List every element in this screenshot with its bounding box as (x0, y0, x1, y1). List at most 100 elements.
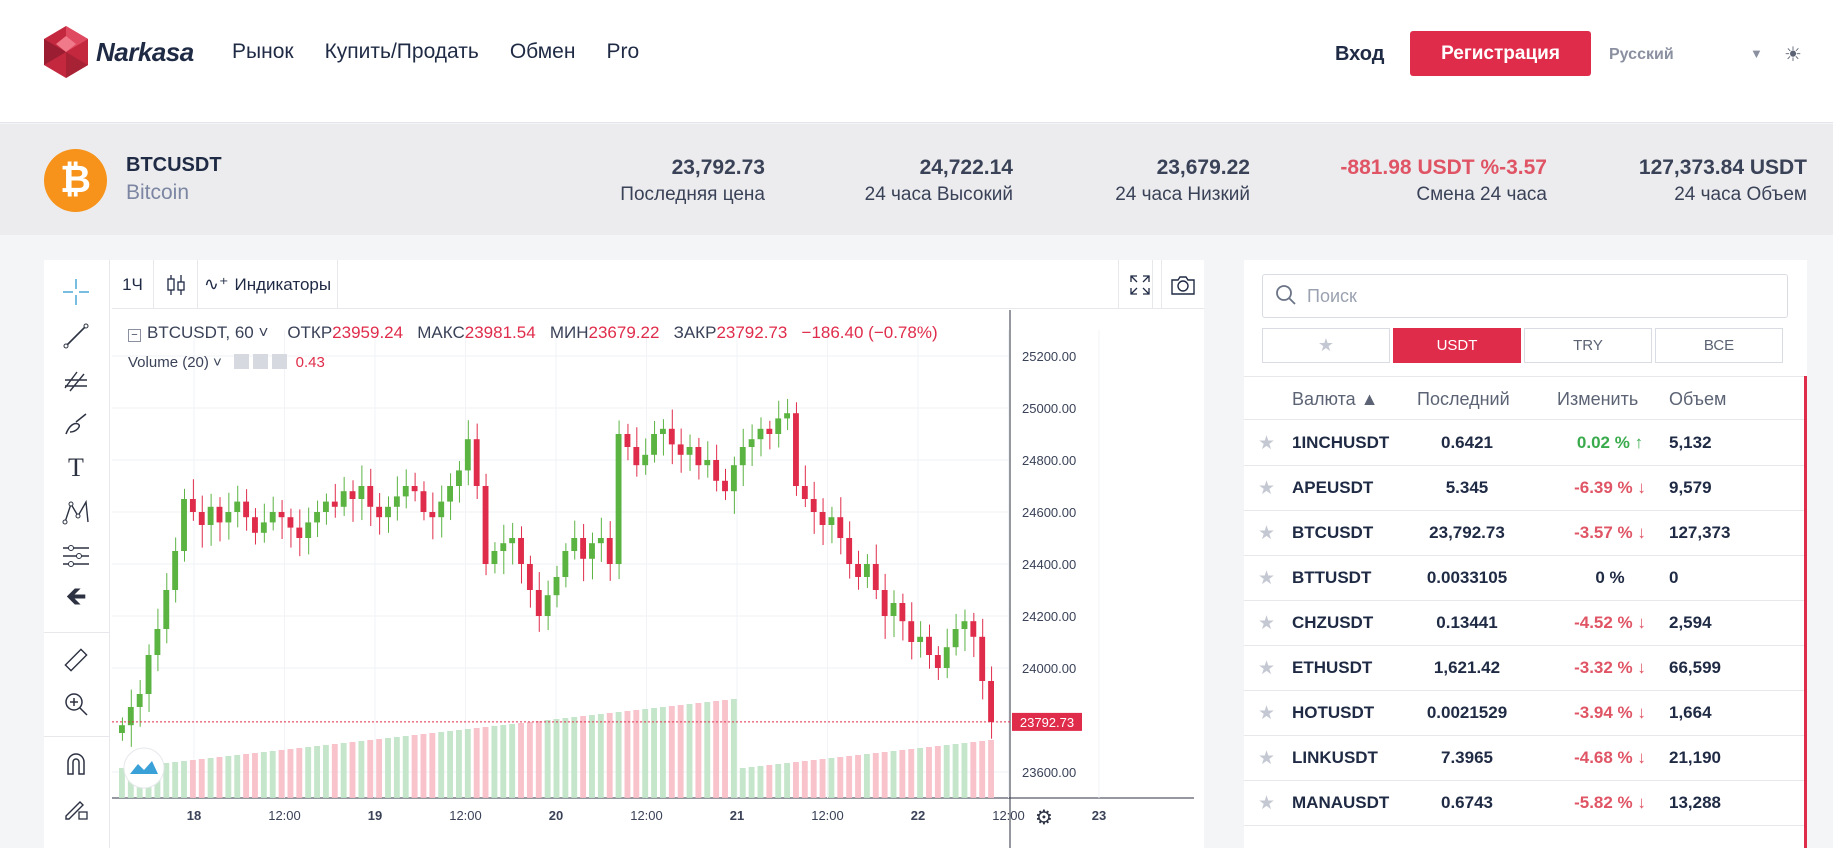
candle-body (624, 434, 631, 447)
star-icon[interactable]: ★ (1258, 523, 1276, 544)
candle-body (553, 577, 560, 596)
table-row[interactable]: ★ HOTUSDT 0.0021529 -3.94 % ↓ 1,664 (1244, 691, 1807, 736)
settings-icon[interactable] (253, 354, 269, 369)
lock-drawing-icon[interactable] (58, 790, 94, 826)
volume-bar (482, 727, 489, 798)
indicators-button[interactable]: ∿⁺ Индикаторы (198, 260, 338, 309)
tab-favorites[interactable]: ★ (1262, 328, 1390, 363)
pattern-icon[interactable] (58, 494, 94, 530)
legend-symbol[interactable]: BTCUSDT, 60 (147, 323, 254, 342)
header-volume[interactable]: Объем (1669, 389, 1727, 409)
candle-body (651, 434, 657, 455)
text-tool-icon[interactable]: T (68, 453, 84, 482)
candle-body (438, 501, 445, 518)
volume-bar (243, 754, 250, 798)
nav-pro[interactable]: Pro (606, 40, 640, 63)
star-icon[interactable]: ★ (1258, 568, 1276, 589)
trend-line-icon[interactable] (58, 318, 94, 354)
register-button[interactable]: Регистрация (1410, 31, 1591, 76)
logo[interactable]: Narkasa (42, 24, 194, 80)
row-symbol: BTCUSDT (1292, 523, 1374, 542)
volume-bar (775, 764, 782, 798)
time-tick-label: 22 (911, 808, 925, 823)
star-icon[interactable]: ★ (1258, 793, 1276, 814)
chevron-down-icon[interactable]: ▼ (1750, 46, 1763, 61)
star-icon[interactable]: ★ (1258, 433, 1276, 454)
eye-icon[interactable] (233, 354, 249, 369)
language-select[interactable]: Русский (1609, 46, 1674, 63)
header-last[interactable]: Последний (1417, 389, 1510, 409)
table-row[interactable]: ★ MANAUSDT 0.6743 -5.82 % ↓ 13,288 (1244, 781, 1807, 826)
table-row[interactable]: ★ BTCUSDT 23,792.73 -3.57 % ↓ 127,373 (1244, 511, 1807, 556)
table-row[interactable]: ★ ETHUSDT 1,621.42 -3.32 % ↓ 66,599 (1244, 646, 1807, 691)
volume-bar (615, 712, 622, 798)
volume-bar (181, 761, 187, 798)
top-header: Narkasa Рынок Купить/Продать Обмен Pro В… (0, 0, 1833, 123)
prediction-icon[interactable] (58, 538, 94, 574)
brush-icon[interactable] (58, 406, 94, 442)
table-row[interactable]: ★ 1INCHUSDT 0.6421 0.02 % ↑ 5,132 (1244, 421, 1807, 466)
candle-body (234, 501, 241, 512)
nav-exchange[interactable]: Обмен (509, 40, 576, 63)
nav-market[interactable]: Рынок (232, 40, 294, 63)
tab-usdt[interactable]: USDT (1393, 328, 1521, 363)
sun-icon[interactable]: ☀ (1784, 44, 1802, 66)
table-row[interactable]: ★ BTTUSDT 0.0033105 0 % 0 (1244, 556, 1807, 601)
row-last: 23,792.73 (1429, 523, 1505, 542)
volume-bar (722, 700, 728, 798)
time-tick-label: 12:00 (992, 808, 1025, 823)
volume-label[interactable]: Volume (20) (128, 354, 209, 371)
camera-icon[interactable] (1162, 260, 1204, 309)
price-chart[interactable]: 25200.00 25000.00 24800.00 24600.00 24400.00… (112, 310, 1194, 848)
volume-bar (943, 745, 950, 798)
star-icon[interactable]: ★ (1258, 748, 1276, 769)
search-input[interactable] (1307, 281, 1777, 311)
header-currency[interactable]: Валюта ▲ (1292, 389, 1379, 409)
interval-select[interactable]: 1Ч (112, 260, 154, 309)
logo-gem-icon (44, 26, 88, 78)
tab-all[interactable]: ВСЕ (1655, 328, 1783, 363)
volume-bar (881, 752, 888, 798)
crosshair-icon[interactable] (58, 274, 94, 310)
star-icon[interactable]: ★ (1258, 613, 1276, 634)
volume-value: 0.43 (295, 354, 325, 371)
star-icon[interactable]: ★ (1258, 658, 1276, 679)
price-tick-label: 24200.00 (1022, 609, 1076, 624)
row-last: 0.0033105 (1426, 568, 1508, 587)
time-tick-label: 12:00 (268, 808, 301, 823)
candle-body (846, 538, 853, 564)
volume-bar (367, 740, 374, 798)
candle-type-icon[interactable] (154, 260, 198, 309)
candle-body (748, 439, 755, 447)
fib-tool-icon[interactable] (58, 362, 94, 398)
scrollbar[interactable] (1804, 376, 1807, 848)
close-icon[interactable] (272, 354, 288, 369)
row-change: 0 % (1595, 568, 1625, 587)
chevron-down-icon[interactable]: ˅ (253, 323, 269, 342)
star-icon[interactable]: ★ (1258, 478, 1276, 499)
volume-bar (331, 744, 338, 798)
volume-bar (119, 768, 125, 798)
back-arrow-icon[interactable]: 🡸 (65, 581, 87, 611)
candle-body (934, 655, 941, 668)
magnet-icon[interactable] (58, 746, 94, 782)
star-icon[interactable]: ★ (1258, 703, 1276, 724)
chevron-down-icon[interactable]: ˅ (208, 354, 226, 371)
fullscreen-icon[interactable] (1118, 260, 1162, 309)
collapse-icon[interactable]: − (128, 329, 141, 342)
table-row[interactable]: ★ CHZUSDT 0.13441 -4.52 % ↓ 2,594 (1244, 601, 1807, 646)
candle-body (668, 428, 675, 445)
time-tick-label: 21 (730, 808, 744, 823)
table-row[interactable]: ★ LINKUSDT 7.3965 -4.68 % ↓ 21,190 (1244, 736, 1807, 781)
row-change: 0.02 % ↑ (1576, 433, 1644, 452)
time-tick-label: 12:00 (449, 808, 482, 823)
zoom-in-icon[interactable] (58, 686, 94, 722)
candle-body (589, 543, 595, 559)
volume-bar (287, 749, 294, 798)
tab-try[interactable]: TRY (1524, 328, 1652, 363)
header-change[interactable]: Изменить (1557, 389, 1639, 409)
table-row[interactable]: ★ APEUSDT 5.345 -6.39 % ↓ 9,579 (1244, 466, 1807, 511)
nav-buy-sell[interactable]: Купить/Продать (324, 40, 479, 63)
ruler-icon[interactable] (58, 642, 94, 678)
login-link[interactable]: Вход (1335, 43, 1385, 65)
